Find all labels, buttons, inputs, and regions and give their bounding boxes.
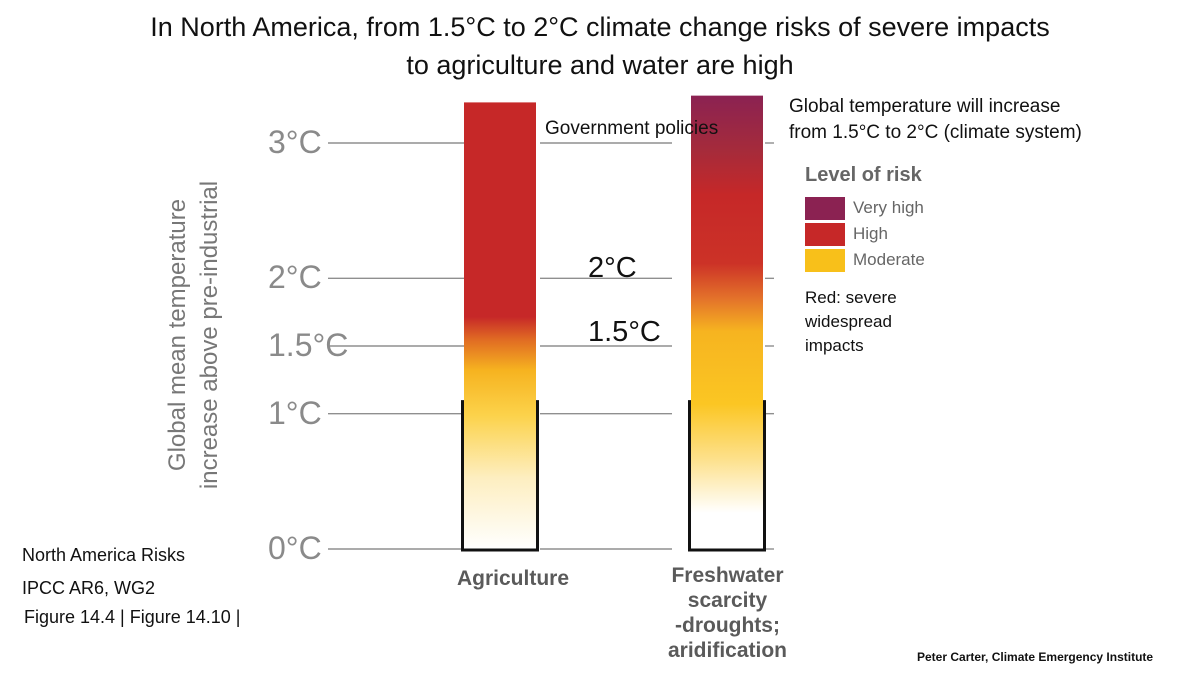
legend-item-high: High [805, 221, 925, 247]
credit: Peter Carter, Climate Emergency Institut… [917, 650, 1154, 664]
legend-swatch-very-high [805, 196, 845, 220]
y-tick-label-3: 3°C [268, 124, 322, 160]
y-tick-label-2: 2°C [268, 259, 322, 296]
temperature-note-line-1: Global temperature will increase [789, 96, 1061, 117]
source-line-2: IPCC AR6, WG2 [22, 578, 156, 598]
y-axis-label-line-2: increase above pre-industrial [196, 180, 223, 490]
temperature-note: Global temperature will increase from 1.… [789, 94, 1082, 146]
bar-agriculture [464, 102, 536, 550]
legend-label-very-high: Very high [853, 198, 924, 217]
chart-title: In North America, from 1.5°C to 2°C clim… [0, 8, 1200, 84]
freshwater-label-line-1: Freshwater [671, 564, 784, 587]
annotation-2c: 2°C [588, 252, 637, 284]
temperature-note-line-2: from 1.5°C to 2°C (climate system) [789, 122, 1082, 143]
source-line-3: Figure 14.4 | Figure 14.10 | [24, 607, 241, 627]
legend-item-very-high: Very high [805, 195, 925, 221]
legend-label-high: High [853, 224, 888, 243]
bar-freshwater [691, 95, 763, 549]
legend-title: Level of risk [805, 164, 922, 186]
freshwater-label-line-4: aridification [667, 639, 788, 662]
category-label-freshwater: Freshwater scarcity -droughts; aridifica… [650, 563, 805, 663]
observed-outlines [461, 400, 766, 552]
y-tick-label-1: 1°C [268, 394, 322, 431]
government-policies-label: Government policies [545, 118, 719, 139]
y-tick-label-0: 0°C [268, 530, 322, 566]
y-tick-label-1-5: 1.5°C [268, 327, 349, 363]
category-label-agriculture: Agriculture [456, 567, 569, 590]
bars [464, 95, 763, 550]
red-severity-note: Red: severe widespread impacts [805, 286, 897, 358]
source-line-1: North America Risks [22, 545, 186, 565]
freshwater-label-line-2: scarcity [687, 589, 768, 612]
title-line-1: In North America, from 1.5°C to 2°C clim… [150, 12, 1050, 42]
annotation-1-5c: 1.5°C [588, 316, 661, 348]
legend: Level of risk Very high High Moderate [805, 164, 925, 273]
freshwater-label-line-3: -droughts; [675, 614, 780, 637]
red-note-line-2: widespread [805, 312, 892, 331]
legend-swatch-high [805, 222, 845, 246]
observed-outline-agriculture [461, 400, 539, 552]
red-note-line-1: Red: severe [805, 288, 897, 307]
y-axis-label-line-1: Global mean temperature [164, 198, 191, 472]
title-line-2: to agriculture and water are high [406, 50, 794, 80]
legend-item-moderate: Moderate [805, 247, 925, 273]
legend-swatch-moderate [805, 248, 845, 272]
gridlines [328, 142, 774, 550]
observed-outline-freshwater [688, 400, 766, 552]
y-axis-label: Global mean temperature increase above p… [162, 181, 226, 489]
red-note-line-3: impacts [805, 336, 864, 355]
legend-label-moderate: Moderate [853, 250, 925, 269]
